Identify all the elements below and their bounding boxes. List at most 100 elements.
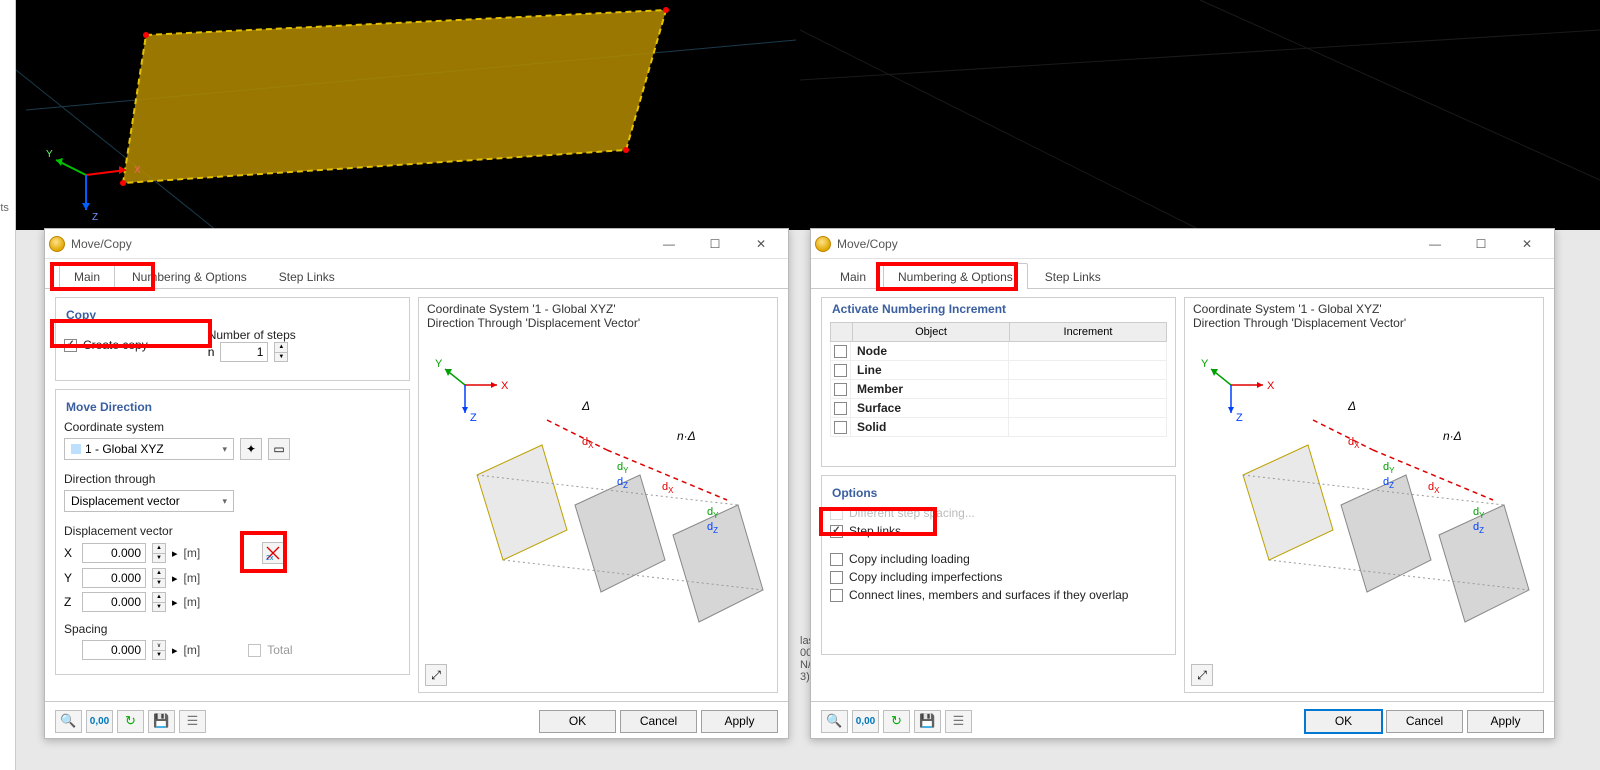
list-icon[interactable]: ☰ (945, 710, 972, 733)
col-increment: Increment (1010, 323, 1166, 341)
svg-text:dX: dX (1428, 481, 1440, 495)
increment-value[interactable] (1009, 342, 1166, 360)
increment-checkbox[interactable] (834, 421, 847, 434)
move-copy-dialog-main: Move/Copy — ☐ ✕ Main Numbering & Options… (44, 228, 789, 739)
direction-through-select[interactable]: Displacement vector▾ (64, 490, 234, 512)
list-icon[interactable]: ☰ (179, 710, 206, 733)
increment-checkbox[interactable] (834, 383, 847, 396)
apply-button[interactable]: Apply (1467, 710, 1544, 733)
help-icon[interactable]: 🔍 (55, 710, 82, 733)
preview-reset-button[interactable]: ⤢ (425, 664, 447, 686)
tab-step-links[interactable]: Step Links (264, 263, 350, 289)
tabbar: Main Numbering & Options Step Links (45, 259, 788, 289)
preview-title-1: Coordinate System '1 - Global XYZ' (1193, 302, 1535, 316)
titlebar: Move/Copy — ☐ ✕ (45, 229, 788, 259)
num-steps-input[interactable]: 1 (220, 342, 268, 362)
svg-text:2x: 2x (266, 555, 274, 561)
tab-numbering[interactable]: Numbering & Options (883, 263, 1028, 289)
copy-loading-label: Copy including loading (849, 552, 970, 566)
create-copy-label: Create copy (83, 338, 148, 352)
svg-text:dY: dY (1383, 461, 1395, 475)
increment-value[interactable] (1009, 380, 1166, 398)
x-spinner[interactable]: ▲▼ (152, 543, 166, 563)
svg-text:n·Δ: n·Δ (1443, 429, 1462, 443)
tab-main[interactable]: Main (825, 263, 881, 289)
units-icon[interactable]: 0,00 (852, 710, 879, 733)
z-input[interactable]: 0.000 (82, 592, 146, 612)
refresh-icon[interactable]: ↻ (117, 710, 144, 733)
spacing-input[interactable]: 0.000 (82, 640, 146, 660)
increment-row: Solid (830, 418, 1167, 437)
connect-overlap-checkbox[interactable] (830, 589, 843, 602)
close-button[interactable]: ✕ (1504, 230, 1550, 258)
direction-through-label: Direction through (64, 472, 401, 486)
options-section-title: Options (832, 486, 1167, 500)
cancel-button[interactable]: Cancel (620, 710, 697, 733)
apply-button[interactable]: Apply (701, 710, 778, 733)
increment-checkbox[interactable] (834, 364, 847, 377)
col-object: Object (853, 323, 1010, 341)
svg-text:Δ: Δ (1347, 399, 1356, 413)
pick-point-button[interactable]: 2x (262, 542, 284, 564)
units-icon[interactable]: 0,00 (86, 710, 113, 733)
tabbar: Main Numbering & Options Step Links (811, 259, 1554, 289)
titlebar: Move/Copy — ☐ ✕ (811, 229, 1554, 259)
y-input[interactable]: 0.000 (82, 568, 146, 588)
svg-text:Z: Z (470, 412, 477, 424)
preview-reset-button[interactable]: ⤢ (1191, 664, 1213, 686)
connect-overlap-label: Connect lines, members and surfaces if t… (849, 588, 1128, 602)
svg-text:X: X (501, 380, 509, 392)
save-icon[interactable]: 💾 (148, 710, 175, 733)
increment-value[interactable] (1009, 399, 1166, 417)
increment-value[interactable] (1009, 361, 1166, 379)
numbering-section-title: Activate Numbering Increment (832, 302, 1167, 316)
displacement-vector-label: Displacement vector (64, 524, 401, 538)
copy-loading-checkbox[interactable] (830, 553, 843, 566)
tab-main[interactable]: Main (59, 263, 115, 289)
x-input[interactable]: 0.000 (82, 543, 146, 563)
main-options-column: Copy Create copy Number of steps n 1 ▲▼ (55, 297, 410, 693)
y-label: Y (64, 571, 76, 585)
svg-text:dX: dX (582, 436, 594, 450)
minimize-button[interactable]: — (1412, 230, 1458, 258)
save-icon[interactable]: 💾 (914, 710, 941, 733)
svg-text:Y: Y (435, 358, 443, 370)
refresh-icon[interactable]: ↻ (883, 710, 910, 733)
increment-checkbox[interactable] (834, 345, 847, 358)
z-spinner[interactable]: ▲▼ (152, 592, 166, 612)
new-coord-sys-button[interactable]: ✦ (240, 438, 262, 460)
help-icon[interactable]: 🔍 (821, 710, 848, 733)
increment-object: Surface (851, 399, 1009, 417)
preview-svg: X Y Z Δ n·Δ (1193, 330, 1533, 670)
increment-value[interactable] (1009, 418, 1166, 436)
increment-checkbox[interactable] (834, 402, 847, 415)
increment-row: Member (830, 380, 1167, 399)
minimize-button[interactable]: — (646, 230, 692, 258)
increment-row: Surface (830, 399, 1167, 418)
diff-spacing-checkbox (830, 507, 843, 520)
copy-imperf-checkbox[interactable] (830, 571, 843, 584)
total-checkbox[interactable] (248, 644, 261, 657)
svg-text:X: X (1267, 380, 1275, 392)
increment-object: Node (851, 342, 1009, 360)
num-steps-spinner[interactable]: ▲▼ (274, 342, 288, 362)
tab-numbering[interactable]: Numbering & Options (117, 263, 262, 289)
edit-coord-sys-button[interactable]: ▭ (268, 438, 290, 460)
coord-sys-select[interactable]: 1 - Global XYZ ▾ (64, 438, 234, 460)
preview-svg: X Y Z (427, 330, 767, 670)
preview-panel: Coordinate System '1 - Global XYZ' Direc… (418, 297, 778, 693)
ok-button[interactable]: OK (1305, 710, 1382, 733)
maximize-button[interactable]: ☐ (692, 230, 738, 258)
diff-spacing-label: Different step spacing... (849, 506, 975, 520)
step-links-checkbox[interactable] (830, 525, 843, 538)
ok-button[interactable]: OK (539, 710, 616, 733)
close-button[interactable]: ✕ (738, 230, 784, 258)
y-spinner[interactable]: ▲▼ (152, 568, 166, 588)
move-copy-dialog-numbering: Move/Copy — ☐ ✕ Main Numbering & Options… (810, 228, 1555, 739)
cancel-button[interactable]: Cancel (1386, 710, 1463, 733)
spacing-spinner[interactable]: ∨▼ (152, 640, 166, 660)
viewport-3d-left: X Y Z (16, 0, 800, 230)
tab-step-links[interactable]: Step Links (1030, 263, 1116, 289)
create-copy-checkbox[interactable] (64, 339, 77, 352)
maximize-button[interactable]: ☐ (1458, 230, 1504, 258)
